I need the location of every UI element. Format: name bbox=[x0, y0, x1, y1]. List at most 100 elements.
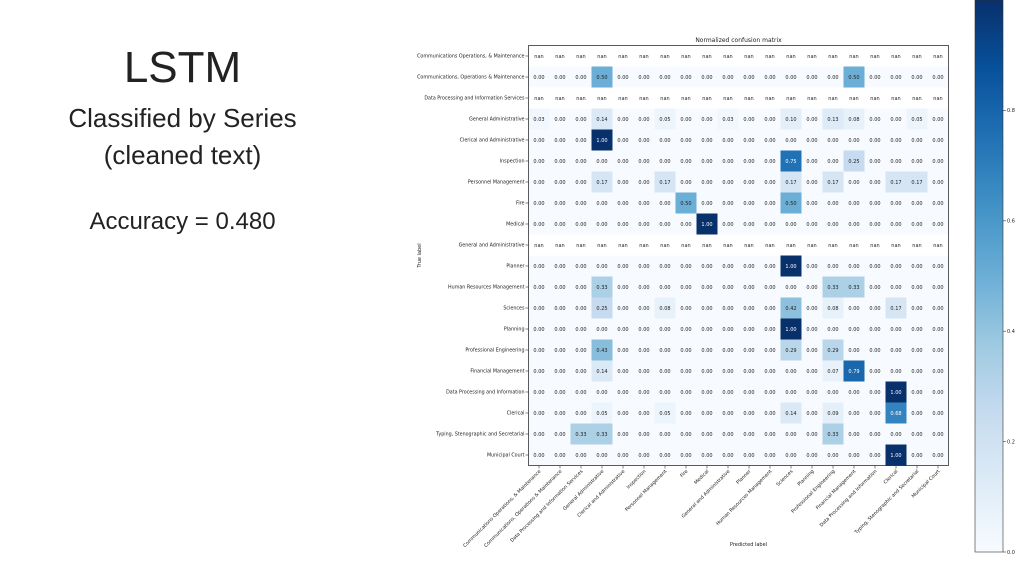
matrix-cell bbox=[822, 276, 844, 298]
cell-value-label: 0.00 bbox=[638, 138, 649, 144]
matrix-cell bbox=[780, 150, 802, 172]
matrix-cell bbox=[675, 402, 697, 424]
cell-value-label: nan bbox=[723, 54, 732, 60]
cell-value-label: 0.00 bbox=[659, 75, 670, 81]
cell-value-label: 0.00 bbox=[638, 285, 649, 291]
cell-value-label: nan bbox=[786, 243, 795, 249]
matrix-cell bbox=[633, 171, 655, 193]
matrix-cell bbox=[738, 297, 760, 319]
slide-title: LSTM bbox=[123, 43, 242, 92]
matrix-cell bbox=[801, 423, 823, 445]
cell-value-label: 0.00 bbox=[806, 117, 817, 123]
cell-value-label: nan bbox=[828, 54, 837, 60]
cell-value-label: 0.00 bbox=[575, 180, 586, 186]
matrix-cell bbox=[654, 318, 676, 340]
matrix-cell bbox=[759, 66, 781, 88]
matrix-cell bbox=[885, 150, 907, 172]
matrix-cell bbox=[591, 213, 613, 235]
matrix-cell bbox=[549, 66, 571, 88]
matrix-cell bbox=[906, 87, 928, 109]
matrix-cell bbox=[759, 360, 781, 382]
cell-value-label: 0.00 bbox=[575, 159, 586, 165]
cell-value-label: 0.33 bbox=[848, 285, 859, 291]
matrix-cell bbox=[591, 360, 613, 382]
matrix-cell bbox=[864, 318, 886, 340]
matrix-cell bbox=[570, 45, 592, 67]
cell-value-label: 0.00 bbox=[638, 369, 649, 375]
matrix-cell bbox=[570, 360, 592, 382]
matrix-cell bbox=[591, 255, 613, 277]
cell-value-label: 0.42 bbox=[785, 306, 796, 312]
cell-value-label: 0.00 bbox=[659, 453, 670, 459]
cell-value-label: 0.00 bbox=[596, 390, 607, 396]
cell-value-label: nan bbox=[660, 243, 669, 249]
matrix-cell bbox=[717, 150, 739, 172]
cell-value-label: nan bbox=[597, 54, 606, 60]
matrix-cell bbox=[927, 87, 949, 109]
matrix-cell bbox=[654, 381, 676, 403]
cell-value-label: 0.00 bbox=[659, 222, 670, 228]
cell-value-label: 0.00 bbox=[743, 432, 754, 438]
cell-value-label: 0.00 bbox=[638, 75, 649, 81]
matrix-cell bbox=[570, 276, 592, 298]
cell-value-label: 0.00 bbox=[701, 75, 712, 81]
cell-value-label: nan bbox=[765, 96, 774, 102]
matrix-cell bbox=[864, 45, 886, 67]
matrix-cell bbox=[759, 45, 781, 67]
matrix-cell bbox=[864, 108, 886, 130]
matrix-cell bbox=[822, 150, 844, 172]
matrix-cell bbox=[675, 150, 697, 172]
matrix-cell bbox=[906, 444, 928, 466]
matrix-cell bbox=[570, 108, 592, 130]
cell-value-label: 0.00 bbox=[617, 201, 628, 207]
matrix-cell bbox=[528, 234, 550, 256]
matrix-cell bbox=[591, 297, 613, 319]
cell-value-label: 0.00 bbox=[701, 306, 712, 312]
matrix-cell bbox=[570, 171, 592, 193]
matrix-cell bbox=[570, 192, 592, 214]
cell-value-label: 0.00 bbox=[869, 453, 880, 459]
y-tick-label: Medical bbox=[506, 222, 524, 228]
matrix-cell bbox=[696, 234, 718, 256]
matrix-cell bbox=[528, 150, 550, 172]
cell-value-label: 0.50 bbox=[848, 75, 859, 81]
cell-value-label: 0.00 bbox=[722, 201, 733, 207]
matrix-cell bbox=[612, 318, 634, 340]
cell-value-label: nan bbox=[849, 54, 858, 60]
matrix-cell bbox=[843, 297, 865, 319]
cell-value-label: nan bbox=[660, 96, 669, 102]
matrix-cell bbox=[717, 318, 739, 340]
cell-value-label: 0.00 bbox=[533, 138, 544, 144]
matrix-cell bbox=[612, 423, 634, 445]
matrix-cell bbox=[864, 255, 886, 277]
matrix-cell bbox=[759, 213, 781, 235]
cell-value-label: 0.00 bbox=[638, 306, 649, 312]
cell-value-label: 0.00 bbox=[848, 264, 859, 270]
cell-value-label: 0.00 bbox=[617, 453, 628, 459]
matrix-cell bbox=[822, 297, 844, 319]
matrix-cell bbox=[759, 276, 781, 298]
cell-value-label: 0.00 bbox=[659, 159, 670, 165]
cell-value-label: 0.33 bbox=[827, 432, 838, 438]
x-tick-label: Clerical bbox=[883, 469, 900, 486]
cell-value-label: 0.00 bbox=[911, 306, 922, 312]
matrix-cell bbox=[864, 297, 886, 319]
cell-value-label: nan bbox=[618, 243, 627, 249]
cell-value-label: 0.00 bbox=[785, 75, 796, 81]
matrix-cell bbox=[717, 381, 739, 403]
cell-value-label: 0.00 bbox=[638, 264, 649, 270]
cell-value-label: 0.00 bbox=[575, 411, 586, 417]
cell-value-label: 0.00 bbox=[890, 432, 901, 438]
matrix-cell bbox=[738, 213, 760, 235]
matrix-cell bbox=[549, 402, 571, 424]
cell-value-label: 0.00 bbox=[848, 327, 859, 333]
matrix-cell bbox=[654, 192, 676, 214]
cell-value-label: nan bbox=[765, 54, 774, 60]
matrix-cell bbox=[780, 66, 802, 88]
cell-value-label: 0.00 bbox=[869, 75, 880, 81]
x-axis-label: Predicted label bbox=[730, 542, 767, 548]
matrix-cell bbox=[927, 360, 949, 382]
cell-value-label: 0.00 bbox=[701, 390, 712, 396]
cell-value-label: 0.00 bbox=[554, 159, 565, 165]
matrix-cell bbox=[885, 171, 907, 193]
